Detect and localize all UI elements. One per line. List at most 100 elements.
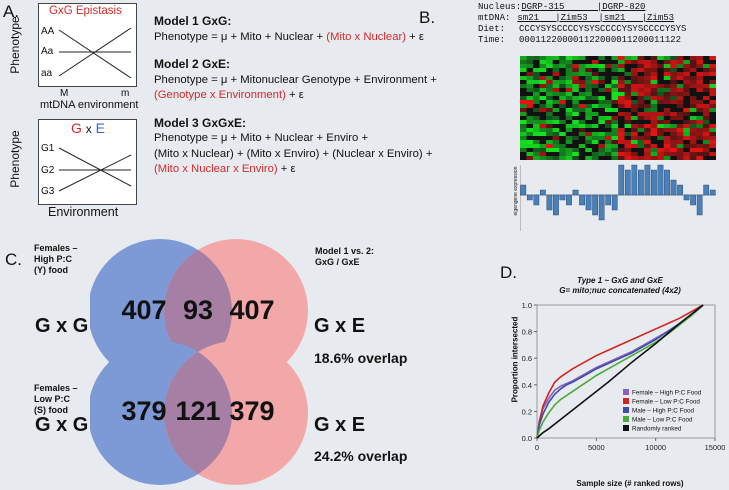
- heatmap-cell: [650, 136, 658, 141]
- heatmap-cell: [631, 88, 638, 93]
- heatmap-cell: [585, 88, 593, 93]
- heatmap-cell: [702, 112, 710, 117]
- heatmap-cell: [637, 128, 645, 133]
- heatmap-cell: [702, 152, 710, 157]
- heatmap-cell: [683, 96, 691, 101]
- heatmap-cell: [533, 72, 540, 77]
- heatmap-cell: [539, 148, 547, 153]
- heatmap-cell: [611, 144, 619, 149]
- heatmap-cell: [709, 68, 716, 73]
- heatmap-cell: [657, 148, 665, 153]
- heatmap-cell: [618, 140, 625, 145]
- heatmap-cell: [624, 136, 632, 141]
- heatmap-cell: [533, 124, 540, 129]
- heatmap-cell: [644, 156, 651, 160]
- heatmap-cell: [559, 104, 567, 109]
- heatmap-cell: [657, 112, 665, 117]
- heatmap-cell: [559, 68, 567, 73]
- heatmap-cell: [631, 156, 638, 160]
- venn-bottom-side-label: Females – Low P:C (S) food: [34, 383, 78, 415]
- heatmap-cell: [702, 124, 710, 129]
- heatmap-cell: [611, 96, 619, 101]
- venn-top-side-label: Females – High P:C (Y) food: [34, 243, 78, 275]
- eigengene-bar: [553, 194, 559, 216]
- heatmap-cell: [611, 88, 619, 93]
- heatmap-cell: [657, 92, 665, 97]
- heatmap-cell: [552, 104, 560, 109]
- heatmap-cell: [689, 104, 697, 109]
- heatmap-cell: [702, 60, 710, 65]
- heatmap-cell: [624, 96, 632, 101]
- model-3-line-2: (Mito x Nuclear) + (Mito x Enviro) + (Nu…: [154, 147, 433, 160]
- epistasis-title: GxG Epistasis: [49, 5, 122, 17]
- heatmap-cell: [624, 140, 632, 145]
- heatmap-cell: [533, 64, 540, 69]
- heatmap-cell: [663, 68, 671, 73]
- heatmap-cell: [572, 112, 580, 117]
- heatmap-cell: [611, 148, 619, 153]
- venn-top-left-set: G x G: [35, 315, 89, 337]
- heatmap-cell: [559, 64, 567, 69]
- heatmap-cell: [683, 64, 691, 69]
- heatmap-cell: [670, 88, 678, 93]
- heatmap-cell: [624, 60, 632, 65]
- heatmap-cell: [611, 92, 619, 97]
- heatmap-cell: [663, 88, 671, 93]
- heatmap-cell: [650, 104, 658, 109]
- heatmap-cell: [689, 92, 697, 97]
- heatmap-cell: [670, 100, 678, 105]
- heatmap-cell: [663, 64, 671, 69]
- heatmap-cell: [702, 128, 710, 133]
- heatmap-cell: [657, 64, 665, 69]
- heatmap-cell: [702, 100, 710, 105]
- heatmap-cell: [520, 104, 527, 109]
- heatmap-cell: [559, 136, 567, 141]
- heatmap-cell: [670, 64, 678, 69]
- heatmap-cell: [624, 132, 632, 137]
- heatmap-cell: [572, 156, 580, 160]
- heatmap-cell: [637, 96, 645, 101]
- heatmap-cell: [618, 80, 625, 85]
- chart-x-label: Sample size (# ranked rows): [576, 479, 684, 488]
- heatmap-cell: [591, 80, 599, 85]
- heatmap-cell: [696, 104, 704, 109]
- heatmap-cell: [618, 120, 625, 125]
- heatmap-cell: [539, 128, 547, 133]
- heatmap-cell: [546, 80, 553, 85]
- heatmap-cell: [670, 92, 678, 97]
- heatmap-cell: [578, 100, 586, 105]
- heatmap-cell: [644, 108, 651, 113]
- heatmap-cell: [631, 80, 638, 85]
- heatmap-cell: [565, 144, 573, 149]
- heatmap-cell: [676, 124, 684, 129]
- heatmap-cell: [663, 116, 671, 121]
- heatmap-cell: [526, 60, 534, 65]
- heatmap-cell: [637, 156, 645, 160]
- heatmap-cell: [585, 92, 593, 97]
- heatmap-cell: [578, 152, 586, 157]
- heatmap-cell: [657, 108, 665, 113]
- heatmap-cell: [598, 128, 606, 133]
- heatmap-cell: [604, 104, 612, 109]
- heatmap-cell: [598, 64, 606, 69]
- heatmap-cell: [539, 124, 547, 129]
- heatmap-cell: [657, 124, 665, 129]
- heatmap-cell: [618, 104, 625, 109]
- heatmap-cell: [689, 88, 697, 93]
- heatmap-cell: [578, 64, 586, 69]
- heatmap-cell: [670, 148, 678, 153]
- heatmap-cell: [611, 132, 619, 137]
- y-tick-label: 0.4: [522, 381, 532, 390]
- heatmap-cell: [546, 144, 553, 149]
- heatmap-cell: [689, 132, 697, 137]
- heatmap-cell: [559, 100, 567, 105]
- heatmap-cell: [637, 92, 645, 97]
- series-line: [536, 304, 704, 439]
- heatmap-cell: [663, 96, 671, 101]
- heatmap-cell: [578, 92, 586, 97]
- heatmap-cell: [598, 152, 606, 157]
- heatmap-cell: [585, 136, 593, 141]
- heatmap-cell: [631, 100, 638, 105]
- heatmap-cell: [696, 152, 704, 157]
- heatmap-cell: [676, 60, 684, 65]
